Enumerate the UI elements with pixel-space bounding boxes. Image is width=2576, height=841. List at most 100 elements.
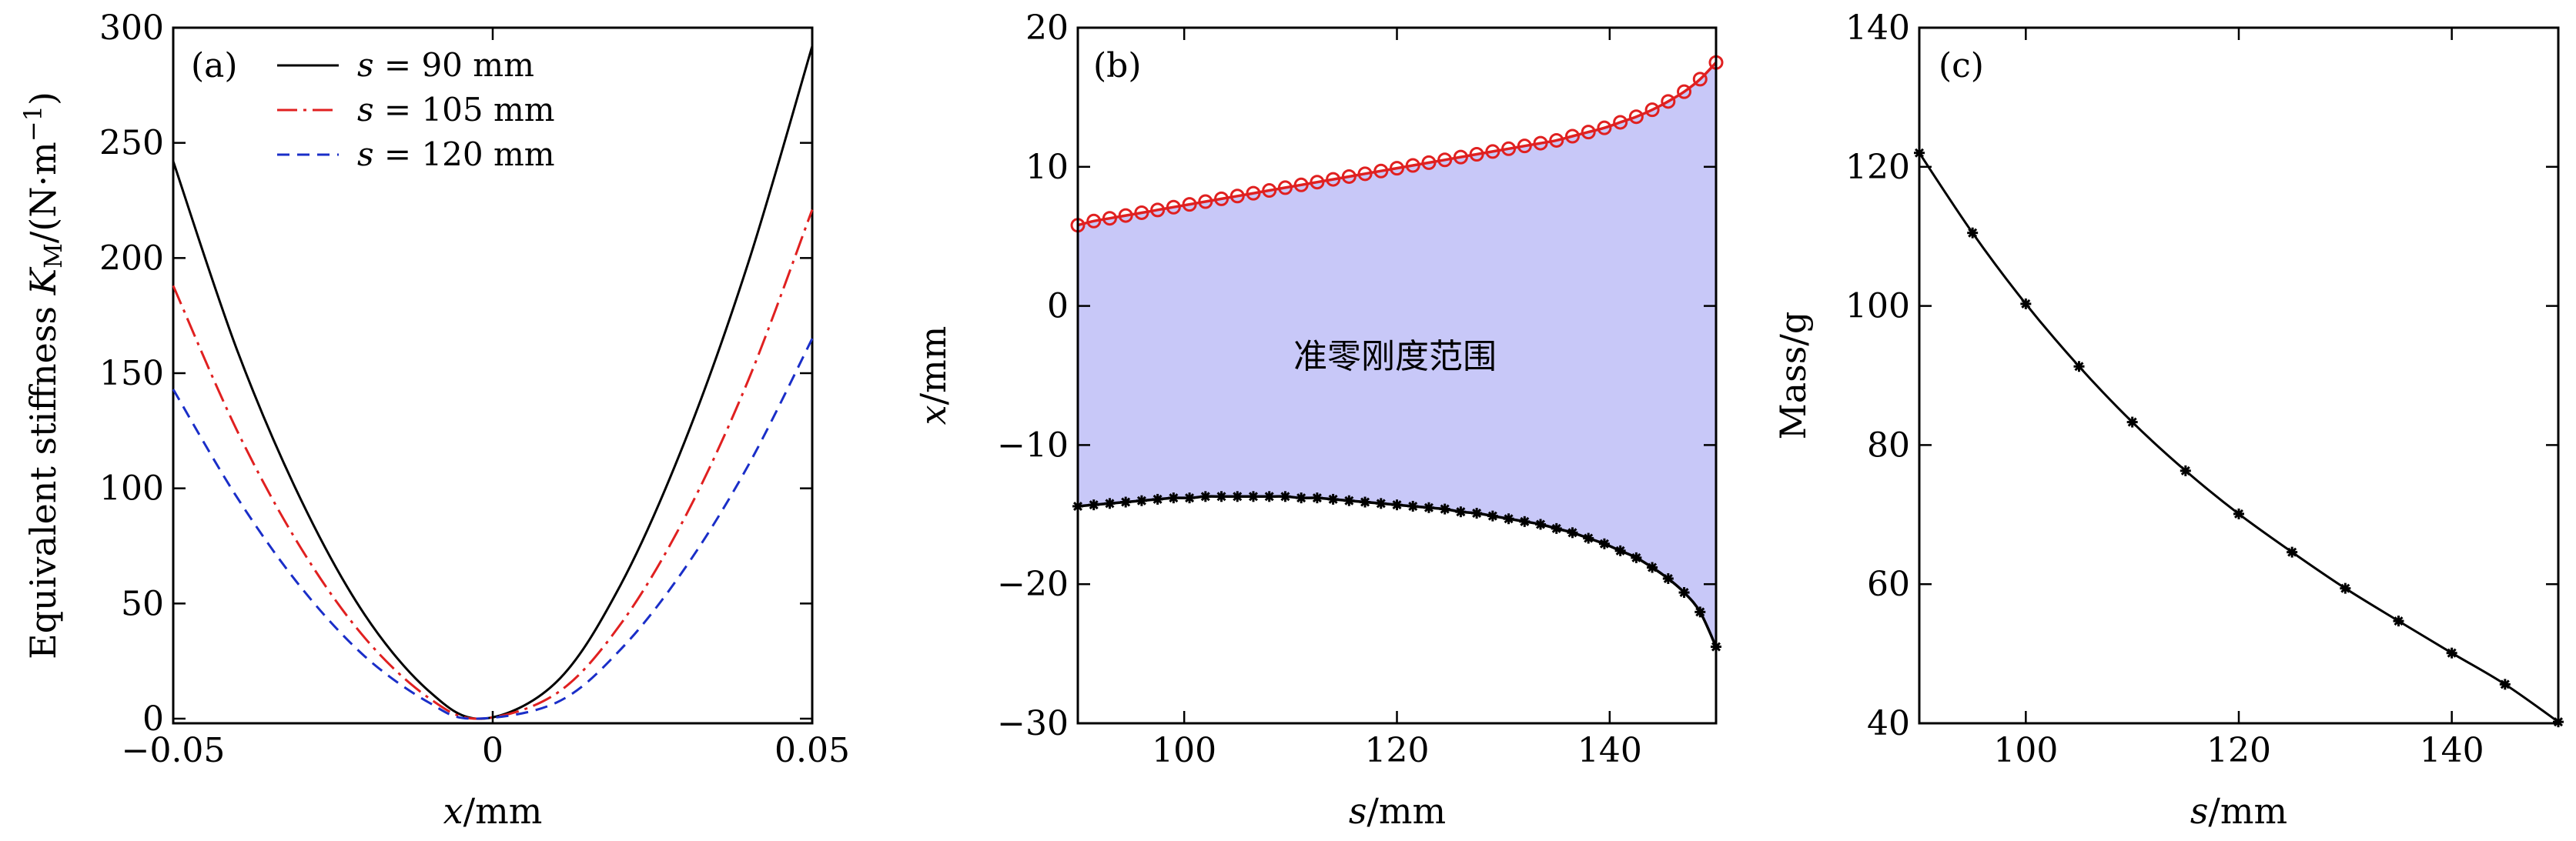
upper-bound-marker xyxy=(1661,94,1676,109)
lower-bound-marker xyxy=(1104,498,1116,509)
mass-marker xyxy=(2287,546,2298,558)
upper-bound-marker xyxy=(1628,109,1644,125)
lower-bound-marker-stroke xyxy=(1121,497,1131,507)
panel-a-frame xyxy=(172,26,814,725)
upper-bound-marker xyxy=(1118,208,1133,223)
mass-marker xyxy=(2020,298,2032,309)
lower-bound-marker-stroke xyxy=(1456,507,1466,517)
lower-bound-marker xyxy=(1598,538,1610,549)
panel-b-y-tick-label: 0 xyxy=(1047,287,1069,326)
mass-marker xyxy=(2499,679,2511,690)
lower-bound-marker-stroke xyxy=(1360,497,1370,507)
upper-bound-marker xyxy=(1644,102,1660,118)
lower-bound-marker xyxy=(1168,492,1179,504)
panel-b-y-tick-label: −20 xyxy=(997,565,1069,604)
lower-bound-marker-stroke xyxy=(1663,573,1673,583)
panel-c-tag: (c) xyxy=(1939,46,1984,85)
series-line-1 xyxy=(172,209,814,720)
legend-entry-s120: s = 120 mm xyxy=(357,135,555,173)
lower-bound-marker-stroke xyxy=(1185,493,1195,503)
upper-bound-line xyxy=(1077,61,1718,227)
panel-b-series xyxy=(1070,55,1724,652)
lower-bound-marker-stroke xyxy=(1408,501,1418,511)
lower-bound-marker-stroke xyxy=(1328,494,1338,504)
upper-bound-marker xyxy=(1373,163,1389,179)
panel-c-y-tick-label: 100 xyxy=(1845,287,1910,326)
lower-bound-marker-stroke xyxy=(1280,492,1290,502)
mass-marker-stroke xyxy=(2553,717,2564,727)
panel-b-x-tick-label: 100 xyxy=(1152,731,1216,770)
mass-marker-stroke xyxy=(2394,616,2404,626)
lower-bound-marker xyxy=(1327,493,1339,505)
mass-marker xyxy=(1914,147,1925,159)
panel-b-y-tick-label: −10 xyxy=(997,426,1069,465)
lower-bound-marker-stroke xyxy=(1312,493,1322,503)
upper-bound-marker xyxy=(1086,213,1102,229)
lower-bound-marker xyxy=(1694,606,1706,618)
lower-bound-marker-stroke xyxy=(1376,499,1386,509)
mass-marker-stroke xyxy=(2180,466,2190,476)
panel-c-x-tick-label: 140 xyxy=(2420,731,2484,770)
lower-bound-marker xyxy=(1567,527,1578,539)
mass-marker xyxy=(1967,227,1979,239)
lower-bound-marker-stroke xyxy=(1487,511,1497,521)
lower-bound-marker-stroke xyxy=(1679,588,1689,598)
upper-bound-marker xyxy=(1405,158,1420,173)
panel-c-y-tick-label: 40 xyxy=(1867,704,1910,743)
lower-bound-marker xyxy=(1662,572,1674,584)
panel-b-x-tick-label: 140 xyxy=(1577,731,1642,770)
lower-bound-marker-stroke xyxy=(1615,546,1625,556)
panel-a-y-axis-label: Equivalent stiffness KM/(N·m−1) xyxy=(18,92,68,659)
upper-bound-marker xyxy=(1597,120,1612,135)
panel-c-x-tick-label: 100 xyxy=(1993,731,2058,770)
lower-bound-marker xyxy=(1487,510,1498,522)
panel-c-series xyxy=(1914,147,2564,728)
upper-bound-marker xyxy=(1182,197,1197,212)
lower-bound-marker-stroke xyxy=(1520,516,1530,526)
region-label: 准零刚度范围 xyxy=(1293,337,1497,376)
upper-bound-marker xyxy=(1166,199,1181,215)
lower-bound-marker-stroke xyxy=(1344,496,1354,506)
panel-c-y-tick-label: 60 xyxy=(1867,565,1910,604)
lower-bound-marker xyxy=(1280,491,1291,502)
mass-marker xyxy=(2446,647,2457,659)
lower-bound-marker-stroke xyxy=(1105,499,1115,509)
upper-bound-marker xyxy=(1134,205,1149,220)
lower-bound-marker xyxy=(1471,507,1483,519)
mass-marker-stroke xyxy=(1914,148,1925,158)
upper-bound-marker xyxy=(1246,185,1261,201)
upper-bound-marker xyxy=(1677,84,1692,99)
panel-a-y-tick-label: 0 xyxy=(142,699,164,739)
lower-bound-marker-stroke xyxy=(1169,493,1179,503)
panel-a-y-tick-label: 150 xyxy=(99,354,164,393)
lower-bound-marker xyxy=(1120,496,1132,508)
panel-a-y-tick-label: 200 xyxy=(99,239,164,278)
panel-a-x-ticks: −0.05 0 0.05 xyxy=(122,28,850,770)
panel-a-y-tick-label: 250 xyxy=(99,124,164,163)
mass-marker-stroke xyxy=(2021,299,2031,309)
upper-bound-marker xyxy=(1277,180,1293,195)
panel-c-y-tick-label: 140 xyxy=(1845,8,1910,48)
panel-c-y-tick-label: 80 xyxy=(1867,426,1910,465)
lower-bound-marker-stroke xyxy=(1233,492,1243,502)
panel-a-y-tick-label: 100 xyxy=(99,469,164,509)
zero-stiffness-fill xyxy=(1078,62,1716,647)
upper-bound-marker xyxy=(1262,183,1277,199)
lower-bound-marker xyxy=(1247,491,1259,502)
upper-bound-marker xyxy=(1501,141,1517,156)
panel-c-x-axis-label: s/mm xyxy=(2190,790,2287,832)
lower-bound-marker-stroke xyxy=(1089,500,1099,510)
lower-bound-marker xyxy=(1614,545,1626,556)
panel-a-y-tick-label: 300 xyxy=(99,8,164,48)
lower-bound-marker xyxy=(1199,491,1211,502)
lower-bound-marker-stroke xyxy=(1136,496,1146,506)
lower-bound-marker xyxy=(1631,552,1642,563)
panel-a-x-tick-label: −0.05 xyxy=(122,731,226,770)
mass-marker-stroke xyxy=(2233,509,2244,519)
mass-marker-stroke xyxy=(2340,583,2350,593)
panel-b-x-axis-label: s/mm xyxy=(1349,790,1446,832)
panel-b-x-tick-label: 120 xyxy=(1365,731,1430,770)
lower-bound-marker-stroke xyxy=(1567,528,1577,538)
mass-marker xyxy=(2180,465,2191,476)
upper-bound-marker xyxy=(1229,189,1245,204)
